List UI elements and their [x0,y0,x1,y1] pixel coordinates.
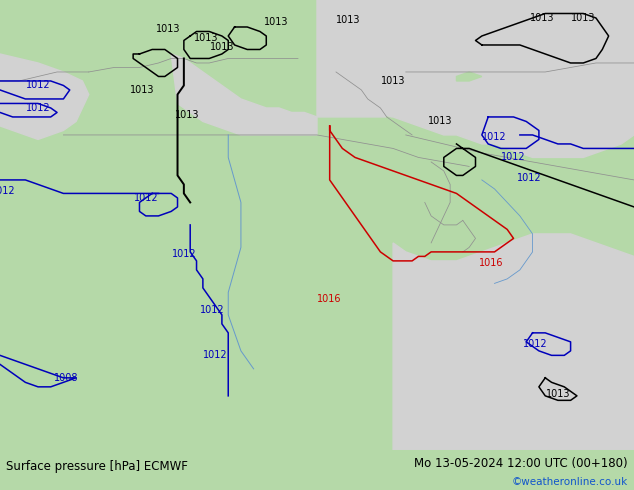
Text: 1013: 1013 [381,76,405,86]
Text: 1016: 1016 [479,258,503,268]
Text: 1012: 1012 [517,172,541,183]
Text: 1012: 1012 [482,132,507,142]
Text: 1013: 1013 [210,42,234,52]
Text: 1012: 1012 [0,186,15,196]
Text: 1012: 1012 [501,152,526,163]
Text: 1013: 1013 [194,33,218,43]
Text: 1013: 1013 [131,85,155,95]
Polygon shape [0,54,89,140]
Text: 1012: 1012 [524,339,548,349]
Polygon shape [456,72,482,81]
Text: 1013: 1013 [337,15,361,25]
Text: 1013: 1013 [175,110,199,120]
Polygon shape [171,54,317,135]
Text: Surface pressure [hPa] ECMWF: Surface pressure [hPa] ECMWF [6,460,188,473]
Text: 1012: 1012 [200,305,224,316]
Text: 1012: 1012 [26,80,50,91]
Polygon shape [387,117,407,147]
Polygon shape [295,56,312,103]
Text: ©weatheronline.co.uk: ©weatheronline.co.uk [512,477,628,487]
Text: 1013: 1013 [429,117,453,126]
Text: 1013: 1013 [156,24,180,34]
Polygon shape [317,0,634,157]
Text: 1013: 1013 [530,13,554,23]
Text: 1012: 1012 [172,249,196,259]
Text: 1012: 1012 [26,103,50,113]
Text: 1012: 1012 [204,350,228,360]
Text: Mo 13-05-2024 12:00 UTC (00+180): Mo 13-05-2024 12:00 UTC (00+180) [414,457,628,470]
Text: 1008: 1008 [55,373,79,383]
Text: 1013: 1013 [571,13,595,23]
Text: 1016: 1016 [318,294,342,304]
Text: 1012: 1012 [134,193,158,203]
Text: 1013: 1013 [546,389,570,398]
Text: 1013: 1013 [264,18,288,27]
Polygon shape [393,234,634,450]
